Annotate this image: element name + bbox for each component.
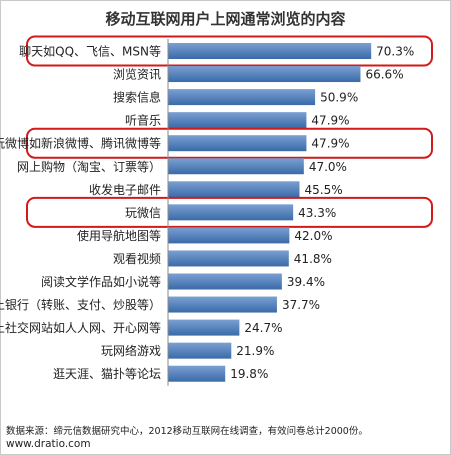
source-note: 数据来源：缔元信数据研究中心，2012移动互联网在线调查，有效问卷总计2000份…: [6, 426, 368, 437]
value-label: 47.9%: [311, 137, 349, 151]
value-label: 47.9%: [311, 114, 349, 128]
value-label: 66.6%: [365, 68, 403, 82]
bar: [168, 66, 361, 83]
category-label: 网上银行（转账、支付、炒股等）: [0, 297, 161, 312]
category-label: 浏览资讯: [113, 67, 161, 82]
highlight-box: [26, 35, 433, 67]
bar: [168, 181, 300, 198]
bar: [168, 158, 304, 175]
value-label: 21.9%: [236, 344, 274, 358]
chart-title: 移动互联网用户上网通常浏览的内容: [105, 10, 346, 28]
value-label: 47.0%: [309, 160, 347, 174]
category-label: 搜索信息: [113, 90, 161, 105]
bar: [168, 365, 226, 382]
category-label: 听音乐: [125, 113, 161, 128]
bar: [168, 273, 282, 290]
category-label: 上社交网站如人人网、开心网等: [0, 320, 161, 335]
value-label: 43.3%: [298, 206, 336, 220]
category-label: 聊天如QQ、飞信、MSN等: [19, 44, 161, 59]
category-label: 玩微博如新浪微博、腾讯微博等: [0, 136, 161, 151]
bar: [168, 204, 294, 221]
category-label: 网上购物（淘宝、订票等）: [17, 159, 161, 174]
value-label: 19.8%: [230, 367, 268, 381]
bar: [168, 296, 277, 313]
category-label: 玩网络游戏: [101, 343, 161, 358]
bar: [168, 342, 232, 359]
value-label: 24.7%: [244, 321, 282, 335]
bar: [168, 250, 289, 267]
bar: [168, 43, 372, 59]
value-label: 45.5%: [304, 183, 342, 197]
site-url: www.dratio.com: [6, 438, 91, 450]
category-label: 使用导航地图等: [77, 228, 161, 243]
bar: [168, 319, 240, 336]
highlight-box: [26, 127, 433, 159]
bar-chart: 聊天如QQ、飞信、MSN等 70.3% 浏览资讯 66.6% 搜索信息 50.9% 听音乐 4…: [0, 35, 433, 386]
value-label: 42.0%: [294, 229, 332, 243]
bar: [168, 89, 316, 106]
category-label: 观看视频: [113, 251, 161, 266]
category-label: 玩微信: [125, 206, 161, 220]
category-label: 阅读文学作品如小说等: [41, 274, 161, 289]
value-label: 37.7%: [282, 298, 320, 312]
value-label: 41.8%: [294, 252, 332, 266]
highlight-box: [26, 196, 433, 228]
bar: [168, 227, 290, 244]
value-label: 70.3%: [376, 45, 414, 59]
value-label: 39.4%: [287, 275, 325, 289]
category-label: 收发电子邮件: [89, 182, 161, 197]
bar: [168, 112, 307, 129]
value-label: 50.9%: [320, 91, 358, 105]
bar: [168, 135, 307, 152]
category-label: 逛天涯、猫扑等论坛: [53, 367, 161, 381]
